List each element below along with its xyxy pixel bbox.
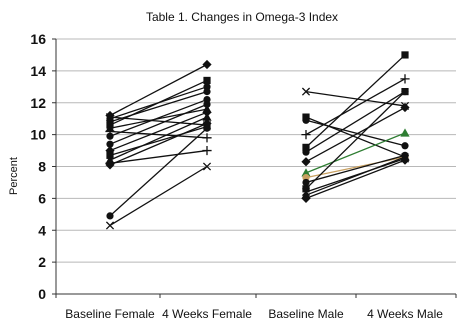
data-point <box>203 100 211 108</box>
data-point <box>105 221 115 230</box>
grid <box>56 38 456 295</box>
data-point <box>202 59 212 70</box>
data-point <box>202 133 212 143</box>
data-point <box>400 128 410 137</box>
data-point <box>401 51 409 59</box>
series-group <box>105 51 410 230</box>
series-line-male <box>305 106 406 163</box>
chart-title: Table 1. Changes in Omega-3 Index <box>146 10 338 24</box>
data-point <box>202 162 212 171</box>
series-line-male <box>305 156 406 196</box>
series-line-female <box>109 63 208 117</box>
x-tick-label: 4 Weeks Female <box>162 307 252 321</box>
series-line-female <box>109 126 208 156</box>
data-point <box>400 155 410 165</box>
x-tick-label: 4 Weeks Male <box>367 307 443 321</box>
data-point <box>301 168 311 177</box>
y-tick-label: 14 <box>30 63 46 79</box>
data-point <box>400 74 410 84</box>
data-point <box>301 130 311 140</box>
y-tick-label: 4 <box>38 222 46 238</box>
series-line-male <box>305 157 406 193</box>
data-point <box>202 145 212 156</box>
data-point <box>401 87 409 96</box>
series-line-female <box>109 122 208 166</box>
data-point <box>106 140 114 148</box>
series-line-female <box>109 111 208 152</box>
data-point <box>302 143 310 151</box>
data-point <box>301 87 311 96</box>
x-axis: Baseline Female 4 Weeks Female Baseline Ma… <box>55 293 457 321</box>
y-tick-label: 2 <box>38 254 46 270</box>
series-line-female <box>109 108 208 129</box>
series-line-female <box>109 103 208 145</box>
y-tick-label: 0 <box>38 286 46 302</box>
x-tick-label: Baseline Female <box>65 307 155 321</box>
data-point <box>106 132 114 140</box>
data-point <box>106 212 114 220</box>
data-point <box>401 142 409 150</box>
y-axis: 0 2 4 6 8 10 12 14 16 <box>30 31 57 302</box>
data-point <box>105 160 115 170</box>
y-tick-label: 10 <box>30 127 46 143</box>
data-point <box>302 185 310 193</box>
data-point <box>202 112 212 121</box>
series-line-male <box>305 78 406 136</box>
data-point <box>203 124 211 132</box>
series-line-male <box>305 159 406 199</box>
data-point <box>203 87 211 96</box>
series-line-female <box>109 127 208 217</box>
series-line-male <box>305 119 406 147</box>
series-line-female <box>109 130 208 139</box>
data-point <box>202 107 212 117</box>
y-axis-label: Percent <box>8 157 20 195</box>
series-line-male <box>305 154 406 184</box>
data-point <box>106 151 114 159</box>
y-tick-label: 16 <box>30 31 46 47</box>
data-point <box>302 178 310 187</box>
series-line-female <box>109 90 208 123</box>
series-line-male <box>305 54 406 148</box>
series-line-female <box>109 116 208 161</box>
data-point <box>301 193 311 203</box>
series-line-female <box>109 79 208 126</box>
data-point <box>105 113 115 122</box>
series-line-male <box>305 90 406 107</box>
series-line-female <box>109 165 208 227</box>
series-line-female <box>109 149 208 164</box>
series-line-male <box>305 91 406 190</box>
data-point <box>302 148 310 156</box>
series-line-male <box>305 116 406 158</box>
series-line-male <box>305 132 406 174</box>
series-line-male <box>305 91 406 153</box>
data-point <box>301 157 311 167</box>
y-tick-label: 12 <box>30 95 46 111</box>
data-point <box>105 145 115 156</box>
x-tick-label: Baseline Male <box>268 307 344 321</box>
y-tick-label: 8 <box>38 159 46 175</box>
data-point <box>203 76 211 85</box>
data-point <box>400 102 410 113</box>
series-line-female <box>109 98 208 137</box>
data-point <box>302 116 310 124</box>
y-tick-label: 6 <box>38 190 46 206</box>
